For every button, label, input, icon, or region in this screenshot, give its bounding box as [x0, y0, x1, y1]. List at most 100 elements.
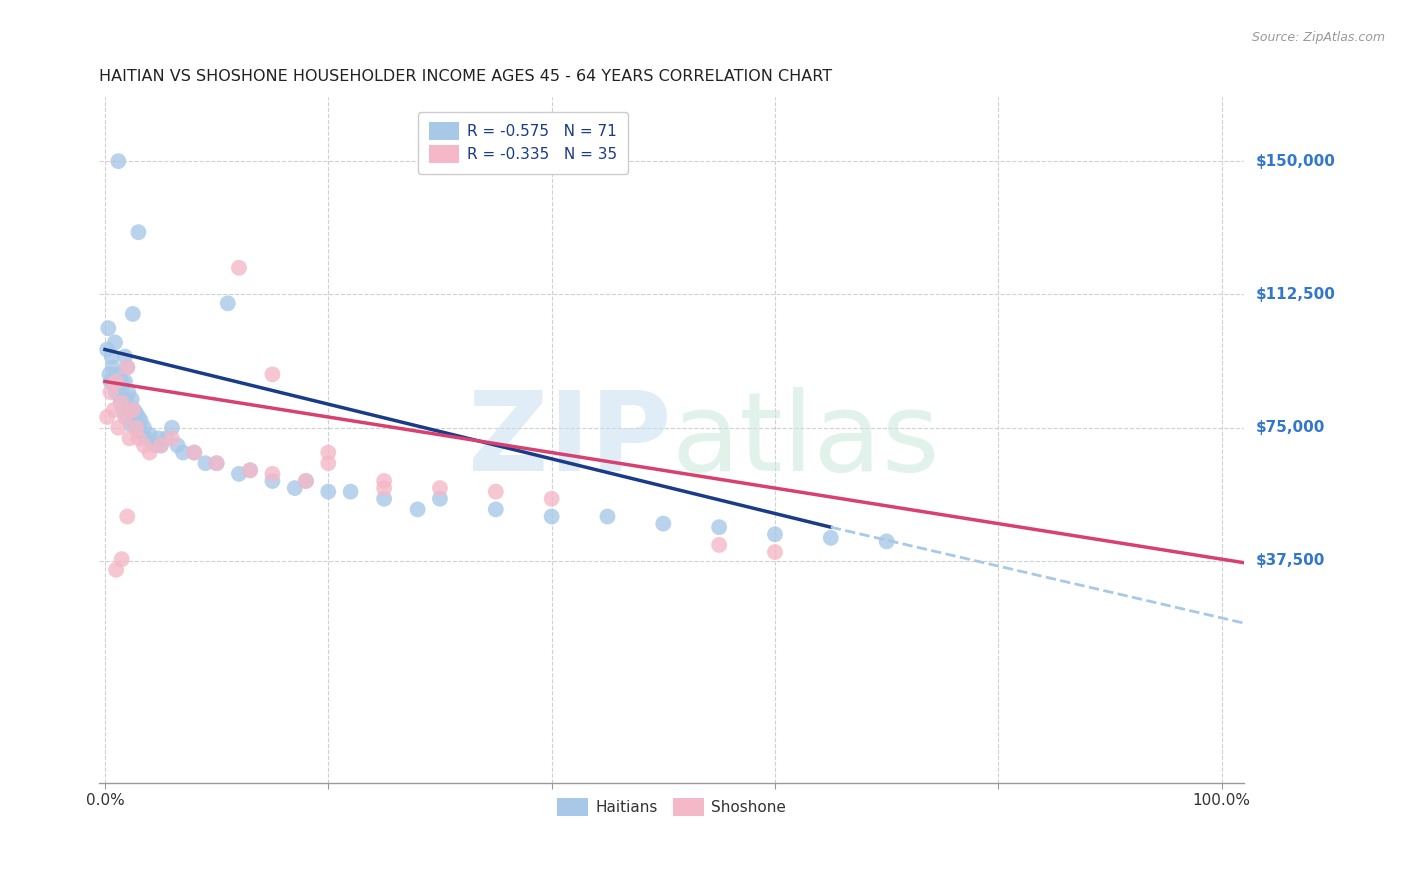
- Point: [149, 438, 172, 452]
- Point: [876, 534, 898, 549]
- Point: [128, 420, 150, 434]
- Text: $75,000: $75,000: [1256, 420, 1324, 435]
- Point: [122, 403, 145, 417]
- Point: [97, 321, 120, 335]
- Point: [121, 307, 143, 321]
- Point: [485, 484, 508, 499]
- Point: [129, 413, 152, 427]
- Point: [104, 335, 127, 350]
- Legend: Haitians, Shoshone: Haitians, Shoshone: [550, 790, 794, 823]
- Point: [117, 385, 139, 400]
- Point: [217, 296, 239, 310]
- Point: [121, 410, 143, 425]
- Point: [596, 509, 619, 524]
- Point: [485, 502, 508, 516]
- Point: [316, 484, 339, 499]
- Point: [429, 491, 451, 506]
- Point: [105, 385, 128, 400]
- Point: [205, 456, 228, 470]
- Point: [124, 417, 146, 431]
- Point: [112, 392, 135, 407]
- Point: [429, 481, 451, 495]
- Point: [96, 343, 118, 357]
- Point: [540, 509, 562, 524]
- Point: [117, 509, 139, 524]
- Point: [127, 431, 149, 445]
- Point: [239, 463, 262, 477]
- Point: [143, 438, 166, 452]
- Point: [132, 438, 155, 452]
- Point: [114, 375, 136, 389]
- Point: [107, 154, 129, 169]
- Point: [118, 431, 141, 445]
- Text: HAITIAN VS SHOSHONE HOUSEHOLDER INCOME AGES 45 - 64 YEARS CORRELATION CHART: HAITIAN VS SHOSHONE HOUSEHOLDER INCOME A…: [100, 69, 832, 84]
- Point: [125, 407, 148, 421]
- Point: [205, 456, 228, 470]
- Point: [228, 467, 250, 481]
- Point: [131, 427, 153, 442]
- Point: [160, 420, 183, 434]
- Point: [707, 520, 730, 534]
- Point: [373, 491, 395, 506]
- Point: [172, 445, 194, 459]
- Point: [141, 434, 163, 449]
- Point: [763, 527, 786, 541]
- Point: [127, 225, 149, 239]
- Point: [105, 368, 128, 382]
- Text: atlas: atlas: [672, 386, 941, 493]
- Text: $37,500: $37,500: [1256, 553, 1324, 568]
- Point: [166, 438, 188, 452]
- Point: [100, 375, 122, 389]
- Text: ZIP: ZIP: [468, 386, 672, 493]
- Point: [228, 260, 250, 275]
- Point: [316, 456, 339, 470]
- Point: [100, 350, 122, 364]
- Point: [316, 445, 339, 459]
- Point: [239, 463, 262, 477]
- Point: [160, 431, 183, 445]
- Point: [103, 378, 125, 392]
- Point: [127, 410, 149, 425]
- Point: [96, 410, 118, 425]
- Point: [100, 385, 122, 400]
- Point: [110, 396, 132, 410]
- Point: [101, 360, 124, 375]
- Point: [295, 474, 318, 488]
- Point: [118, 403, 141, 417]
- Point: [149, 438, 172, 452]
- Point: [194, 456, 217, 470]
- Point: [121, 392, 143, 407]
- Point: [373, 481, 395, 495]
- Point: [107, 420, 129, 434]
- Text: Source: ZipAtlas.com: Source: ZipAtlas.com: [1251, 31, 1385, 45]
- Point: [108, 389, 131, 403]
- Point: [155, 431, 177, 445]
- Point: [117, 360, 139, 375]
- Point: [183, 445, 205, 459]
- Point: [121, 403, 143, 417]
- Point: [148, 431, 170, 445]
- Text: $150,000: $150,000: [1256, 153, 1336, 169]
- Point: [763, 545, 786, 559]
- Point: [406, 502, 429, 516]
- Point: [98, 368, 121, 382]
- Point: [540, 491, 562, 506]
- Point: [183, 445, 205, 459]
- Point: [117, 360, 139, 375]
- Point: [117, 396, 139, 410]
- Point: [138, 445, 160, 459]
- Point: [114, 350, 136, 364]
- Point: [707, 538, 730, 552]
- Point: [111, 382, 134, 396]
- Point: [105, 375, 128, 389]
- Point: [111, 552, 134, 566]
- Point: [103, 403, 125, 417]
- Point: [138, 427, 160, 442]
- Point: [114, 410, 136, 425]
- Point: [125, 420, 148, 434]
- Point: [373, 474, 395, 488]
- Point: [135, 431, 157, 445]
- Point: [652, 516, 675, 531]
- Point: [111, 375, 134, 389]
- Point: [820, 531, 842, 545]
